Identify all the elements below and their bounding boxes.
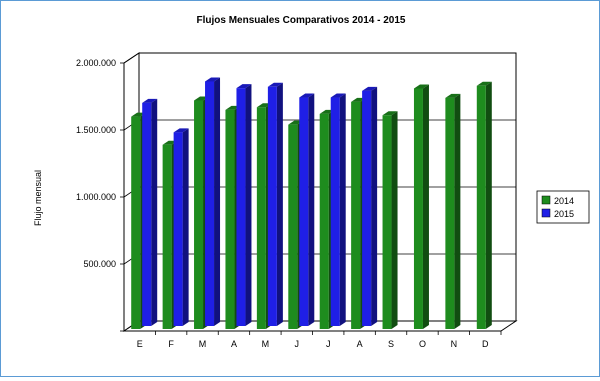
bar-2014 xyxy=(382,111,398,329)
bar-front xyxy=(299,97,309,327)
bar-top xyxy=(330,93,346,98)
legend-label: 2014 xyxy=(554,196,574,206)
x-tick-label: J xyxy=(295,339,300,349)
bar-top xyxy=(142,98,158,103)
bar-top xyxy=(362,86,378,91)
bar-front xyxy=(256,107,266,329)
bar-top xyxy=(236,84,252,89)
bar-front xyxy=(142,102,152,326)
bar-2015 xyxy=(173,128,189,326)
bar-front xyxy=(319,113,329,329)
bars xyxy=(131,77,492,330)
bar-side xyxy=(485,81,492,329)
legend: 2014 2015 xyxy=(536,190,590,224)
x-tick-label: M xyxy=(262,339,270,349)
bar-2014 xyxy=(476,81,492,329)
bar-side xyxy=(308,93,315,327)
bar-top xyxy=(205,77,221,82)
bar-top xyxy=(173,128,189,133)
x-tick-label: M xyxy=(199,339,207,349)
x-tick-label: A xyxy=(231,339,237,349)
x-tick-label: A xyxy=(357,339,363,349)
bar-front xyxy=(362,90,372,326)
bar-front xyxy=(173,132,183,326)
y-axis-label: Flujo mensual xyxy=(33,170,43,226)
bar-front xyxy=(476,85,486,329)
bar-front xyxy=(330,97,340,327)
legend-swatch-2014 xyxy=(541,195,551,205)
bar-side xyxy=(422,84,429,330)
bar-2015 xyxy=(205,77,221,326)
bar-2014 xyxy=(445,93,461,329)
legend-swatch-2015 xyxy=(541,208,551,218)
bar-front xyxy=(288,124,298,329)
y-tick-label: 1.500.000 xyxy=(76,125,116,135)
x-tick-label: D xyxy=(482,339,489,349)
bar-2015 xyxy=(142,98,158,326)
bar-side xyxy=(339,93,346,327)
bar-side xyxy=(276,82,283,326)
x-tick-label: E xyxy=(137,339,143,349)
bar-top xyxy=(413,84,429,89)
bar-top xyxy=(299,93,315,98)
gridline-side xyxy=(123,52,140,64)
bar-front xyxy=(445,97,455,329)
y-tick-label: 500.000 xyxy=(83,259,116,269)
bar-top xyxy=(476,81,492,86)
bar-side xyxy=(371,86,378,326)
bar-2015 xyxy=(236,84,252,326)
bar-side xyxy=(214,77,221,326)
bar-front xyxy=(162,144,172,329)
bar-2015 xyxy=(267,82,283,326)
bar-2015 xyxy=(299,93,315,327)
chart-title: Flujos Mensuales Comparativos 2014 - 201… xyxy=(197,15,406,26)
bar-side xyxy=(151,98,158,326)
bar-front xyxy=(382,115,392,329)
bar-front xyxy=(205,81,215,326)
bar-front xyxy=(194,100,204,330)
bar-front xyxy=(131,116,141,329)
bar-front xyxy=(267,86,277,326)
x-tick-label: O xyxy=(419,339,426,349)
x-tick-label: J xyxy=(326,339,331,349)
bar-front xyxy=(413,88,423,330)
bar-top xyxy=(267,82,283,87)
bar-side xyxy=(245,84,252,326)
legend-label: 2015 xyxy=(554,209,574,219)
bar-2015 xyxy=(362,86,378,326)
bar-front xyxy=(225,109,235,330)
bar-top xyxy=(445,93,461,98)
y-tick-labels: 2.000.000 1.500.000 1.000.000 500.000 xyxy=(76,58,116,269)
x-tick-label: N xyxy=(451,339,458,349)
bar-front xyxy=(351,101,361,329)
x-tick-label: F xyxy=(168,339,174,349)
y-tick-label: 2.000.000 xyxy=(76,58,116,68)
y-tick-label: 1.000.000 xyxy=(76,192,116,202)
bar-side xyxy=(182,128,189,326)
bar-side xyxy=(454,93,461,329)
bar-top xyxy=(382,111,398,116)
bar-side xyxy=(391,111,398,329)
bar-front xyxy=(236,88,246,326)
bar-2015 xyxy=(330,93,346,327)
x-tick-label: S xyxy=(388,339,394,349)
bar-2014 xyxy=(413,84,429,330)
